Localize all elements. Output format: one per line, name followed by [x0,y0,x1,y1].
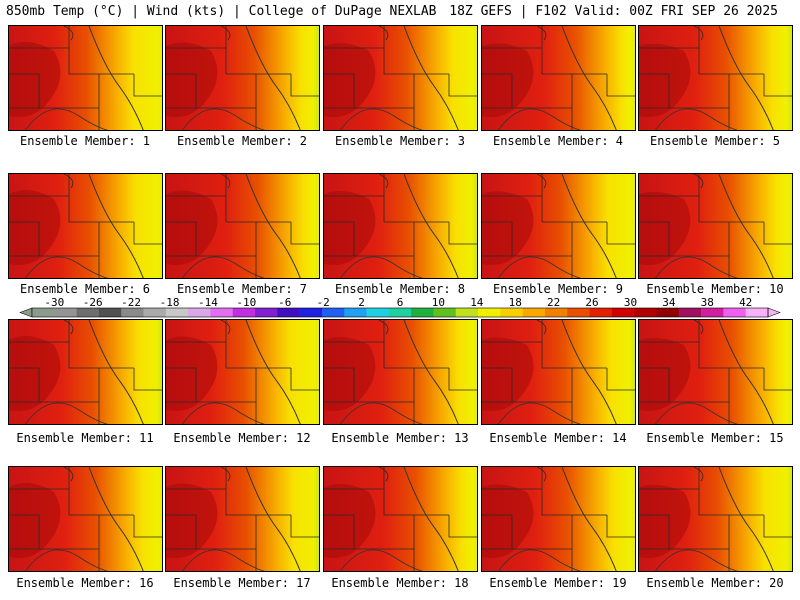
colorbar-segment [98,308,122,317]
colorbar-tick-label: 26 [585,296,598,309]
ensemble-member-label: Ensemble Member: 6 [19,282,151,296]
ensemble-map-panel [481,466,636,572]
ensemble-map-panel [638,25,793,131]
ensemble-map-panel [165,25,320,131]
colorbar-tick-label: 10 [432,296,445,309]
colorbar-segment [455,308,479,317]
colorbar-segment [366,308,390,317]
colorbar-tick-label: -18 [160,296,180,309]
ensemble-map-panel [638,173,793,279]
colorbar-segment [500,308,523,317]
colorbar-tick-label: -26 [83,296,103,309]
ensemble-map-panel [165,319,320,425]
ensemble-member-label: Ensemble Member: 10 [646,282,784,296]
colorbar-segment [723,308,746,317]
ensemble-map-panel [638,466,793,572]
colorbar-segment [701,308,724,317]
colorbar-segment [567,308,590,317]
ensemble-map-panel [8,25,163,131]
colorbar-segment [589,308,613,317]
valid-time: 18Z GEFS | F102 Valid: 00Z FRI SEP 26 20… [449,4,778,19]
colorbar-segment [678,308,702,317]
ensemble-member-label: Ensemble Member: 9 [492,282,624,296]
colorbar-segment [411,308,434,317]
colorbar-tick-label: -10 [236,296,256,309]
ensemble-map-panel [165,173,320,279]
colorbar-tick-label: -14 [198,296,218,309]
ensemble-member-label: Ensemble Member: 16 [16,576,154,590]
colorbar-segment [121,308,144,317]
colorbar-tick-label: -2 [317,296,330,309]
ensemble-member-label: Ensemble Member: 2 [176,134,308,148]
ensemble-map-panel [481,25,636,131]
ensemble-member-label: Ensemble Member: 3 [334,134,466,148]
ensemble-member-label: Ensemble Member: 20 [646,576,784,590]
colorbar-segment [76,308,100,317]
ensemble-map-panel [8,319,163,425]
ensemble-member-label: Ensemble Member: 15 [646,431,784,445]
ensemble-map-panel [323,319,478,425]
ensemble-map-panel [8,466,163,572]
ensemble-map-panel [638,319,793,425]
ensemble-member-label: Ensemble Member: 19 [489,576,627,590]
colorbar-segment [344,308,367,317]
colorbar-segment [165,308,189,317]
map-title: 850mb Temp (°C) | Wind (kts) | College o… [6,4,437,19]
colorbar-segment [544,308,568,317]
colorbar-tick-label: 6 [397,296,404,309]
colorbar-tick-label: 18 [509,296,522,309]
temperature-colorbar: -30 -26 -22 -18 -14 -10 -6 -2 2 6 10 14 18 22 26 30 34 38… [19,296,781,318]
colorbar-segment [388,308,412,317]
colorbar-segment [255,308,278,317]
colorbar-tick-label: 30 [624,296,637,309]
colorbar-segment [634,308,657,317]
colorbar-tick-label: 2 [358,296,365,309]
ensemble-member-label: Ensemble Member: 5 [649,134,781,148]
ensemble-map-panel [481,319,636,425]
ensemble-member-label: Ensemble Member: 8 [334,282,466,296]
colorbar-right-arrow [767,307,781,318]
colorbar-segment [232,308,256,317]
colorbar-segment [299,308,323,317]
ensemble-member-label: Ensemble Member: 11 [16,431,154,445]
ensemble-member-label: Ensemble Member: 12 [173,431,311,445]
colorbar-segment [656,308,680,317]
ensemble-member-label: Ensemble Member: 13 [331,431,469,445]
ensemble-member-label: Ensemble Member: 7 [176,282,308,296]
colorbar-tick-label: 22 [547,296,560,309]
ensemble-map-panel [165,466,320,572]
colorbar-tick-label: -30 [44,296,64,309]
colorbar-tick-label: 14 [470,296,484,309]
colorbar-segment [54,308,77,317]
colorbar-segment [277,308,300,317]
colorbar-segment [433,308,457,317]
ensemble-member-label: Ensemble Member: 17 [173,576,311,590]
colorbar-left-arrow [19,307,33,318]
colorbar-tick-label: 38 [701,296,714,309]
ensemble-map-panel [323,466,478,572]
ensemble-map-panel [8,173,163,279]
colorbar-segment [522,308,546,317]
colorbar-segment [188,308,211,317]
colorbar-segment [745,308,769,317]
colorbar-tick-label: 42 [739,296,752,309]
ensemble-map-panel [481,173,636,279]
colorbar-tick-label: -6 [278,296,291,309]
colorbar-segment [143,308,167,317]
colorbar-segment [611,308,635,317]
colorbar-tick-label: -22 [121,296,141,309]
ensemble-member-label: Ensemble Member: 1 [19,134,151,148]
ensemble-member-label: Ensemble Member: 14 [489,431,627,445]
colorbar-segment [478,308,501,317]
ensemble-map-panel [323,25,478,131]
colorbar-segment [210,308,234,317]
ensemble-member-label: Ensemble Member: 4 [492,134,624,148]
colorbar-tick-label: 34 [662,296,676,309]
colorbar-segment [32,308,55,317]
ensemble-member-label: Ensemble Member: 18 [331,576,469,590]
colorbar-segment [321,308,345,317]
ensemble-map-panel [323,173,478,279]
